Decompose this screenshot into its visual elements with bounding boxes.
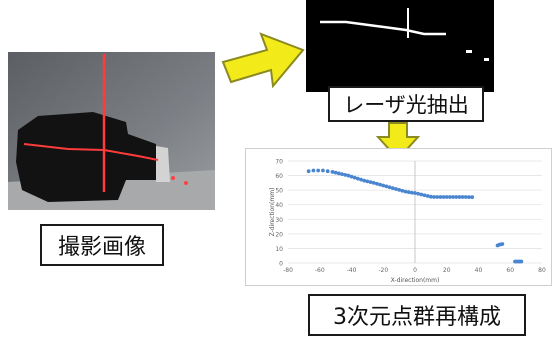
y-tick-label: 10: [275, 246, 283, 253]
cone-object: [16, 112, 156, 202]
data-point: [352, 175, 357, 180]
x-tick-label: -80: [283, 267, 293, 274]
extracted-laser-fragment: [484, 58, 489, 61]
data-point: [500, 242, 505, 246]
x-axis-label: X-direction(mm): [391, 277, 440, 284]
data-point: [378, 182, 382, 187]
data-point: [387, 185, 392, 190]
data-point: [409, 190, 414, 195]
data-point: [362, 178, 367, 183]
data-point: [400, 188, 405, 193]
data-point: [403, 189, 408, 194]
data-point: [394, 187, 398, 191]
data-point: [346, 173, 351, 178]
data-point: [457, 195, 462, 199]
y-tick-label: 30: [275, 217, 283, 224]
data-point: [330, 170, 335, 174]
laser-extraction-image: [306, 0, 494, 92]
caption-photo: 撮影画像: [40, 224, 164, 266]
data-point: [467, 195, 471, 200]
data-point: [355, 176, 360, 181]
reconstruction-chart-panel: 0 10 20 30 40 50 60 70 -80 -60 -40 -20 0 20 40 60 80 X-di…: [245, 148, 552, 286]
data-point: [321, 168, 325, 173]
caption-laser-extraction: レーザ光抽出: [328, 86, 484, 122]
data-point: [454, 195, 459, 199]
data-point: [419, 192, 424, 197]
data-point: [425, 194, 430, 198]
captured-photo: [8, 52, 215, 210]
right-arrow-icon: [221, 32, 305, 89]
data-point: [432, 195, 436, 199]
data-point: [384, 184, 389, 189]
y-tick-label: 20: [275, 231, 283, 238]
x-tick-label: -40: [347, 267, 357, 274]
data-point: [444, 195, 449, 199]
laser-horizontal-line: [23, 143, 159, 161]
y-tick-label: 40: [275, 202, 283, 209]
data-point: [381, 183, 386, 188]
data-point: [460, 195, 465, 199]
caption-reconstruction: 3次元点群再構成: [308, 294, 526, 336]
base-block: [156, 146, 170, 182]
data-point: [448, 195, 452, 199]
data-point: [422, 193, 427, 198]
x-tick-label: -60: [315, 267, 325, 274]
data-point: [441, 195, 446, 199]
data-point: [306, 169, 311, 174]
x-tick-label: -20: [378, 267, 388, 274]
data-point: [438, 195, 443, 199]
y-tick-label: 60: [275, 173, 283, 180]
extracted-laser-fragment: [466, 50, 472, 53]
data-point: [333, 170, 338, 175]
data-point: [365, 179, 370, 184]
x-tick-label: 40: [475, 267, 483, 274]
data-point: [463, 195, 468, 199]
laser-dot: [184, 181, 188, 185]
data-point: [397, 187, 402, 192]
data-point: [519, 259, 524, 264]
data-point: [336, 171, 341, 176]
data-point: [311, 168, 316, 173]
laser-dot: [171, 176, 175, 180]
data-point: [340, 172, 344, 177]
data-point: [371, 180, 376, 185]
x-tick-label: 60: [506, 267, 514, 274]
data-point: [470, 195, 475, 200]
data-point: [390, 186, 395, 191]
data-point: [343, 172, 348, 177]
point-cloud-chart: 0 10 20 30 40 50 60 70 -80 -60 -40 -20 0 20 40 60 80 X-di…: [269, 159, 546, 285]
y-axis-label: Z-direction(mm): [269, 188, 276, 237]
laser-image-background: [306, 0, 494, 92]
extracted-laser-curve: [320, 20, 446, 36]
y-tick-label: 50: [275, 188, 283, 195]
y-tick-label: 70: [275, 159, 283, 166]
data-point: [406, 190, 411, 195]
data-point: [316, 168, 321, 173]
data-point: [428, 194, 433, 199]
data-point: [416, 191, 421, 196]
x-tick-label: 80: [538, 267, 546, 274]
x-tick-label: 0: [413, 267, 417, 274]
data-point: [325, 169, 330, 174]
data-point: [413, 191, 417, 195]
data-point: [451, 195, 455, 199]
data-point: [349, 174, 354, 179]
data-point: [435, 195, 440, 199]
x-tick-label: 20: [443, 267, 451, 274]
y-tick-label: 0: [279, 261, 283, 268]
data-point: [359, 177, 363, 182]
data-point: [368, 180, 373, 185]
data-point: [375, 181, 379, 186]
